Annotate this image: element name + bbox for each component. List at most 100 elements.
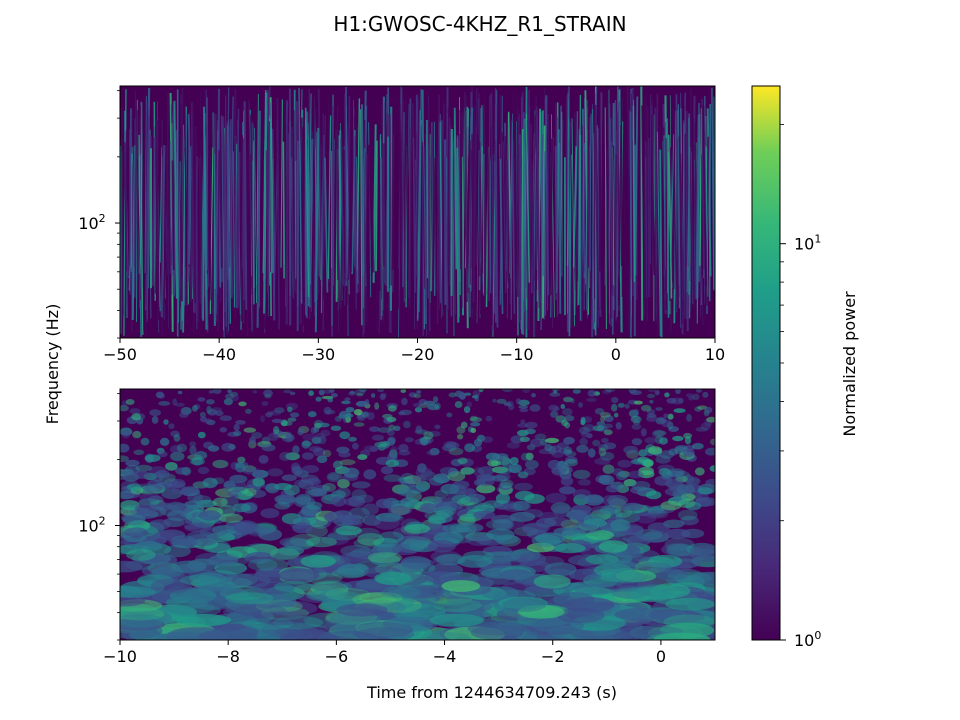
heatmap-cell — [228, 120, 233, 268]
heatmap-cell — [694, 122, 697, 336]
heatmap-cell — [165, 600, 215, 615]
heatmap-cell — [677, 104, 681, 309]
heatmap-cell — [168, 423, 175, 430]
heatmap-cell — [287, 406, 293, 413]
heatmap-cell — [408, 127, 413, 308]
heatmap-cell — [633, 408, 640, 417]
heatmap-cell — [579, 437, 588, 446]
heatmap-cell — [540, 134, 544, 331]
heatmap-cell — [654, 390, 660, 396]
heatmap-cell — [705, 115, 709, 297]
heatmap-cell — [207, 445, 220, 452]
heatmap-cell — [531, 393, 536, 398]
heatmap-cell — [335, 525, 362, 536]
heatmap-cell — [403, 420, 411, 429]
heatmap-cell — [457, 555, 493, 568]
heatmap-cell — [506, 400, 514, 407]
heatmap-cell — [509, 500, 532, 512]
heatmap-cell — [306, 589, 346, 602]
heatmap-cell — [631, 481, 651, 491]
heatmap-cell — [263, 92, 268, 314]
heatmap-cell — [550, 410, 559, 418]
heatmap-cell — [325, 587, 371, 601]
heatmap-cell — [602, 464, 615, 475]
heatmap-cell — [429, 613, 485, 627]
heatmap-cell — [202, 113, 206, 321]
heatmap-cell — [227, 389, 232, 394]
heatmap-cell — [358, 389, 367, 393]
heatmap-cell — [577, 129, 580, 270]
heatmap-cell — [383, 474, 402, 482]
heatmap-cell — [330, 425, 342, 431]
heatmap-cell — [363, 469, 377, 480]
heatmap-cell — [646, 632, 710, 640]
heatmap-cell — [452, 480, 470, 490]
heatmap-cell — [414, 407, 423, 413]
heatmap-cell — [137, 159, 141, 301]
heatmap-cell — [301, 440, 313, 447]
heatmap-cell — [645, 510, 669, 519]
heatmap-cell — [164, 544, 191, 558]
heatmap-cell — [252, 160, 255, 305]
heatmap-cell — [173, 434, 181, 442]
heatmap-cell — [374, 571, 412, 586]
heatmap-cell — [577, 479, 591, 486]
heatmap-cell — [574, 583, 615, 595]
heatmap-cell — [306, 501, 323, 510]
heatmap-cell — [516, 423, 529, 428]
heatmap-cell — [170, 604, 221, 617]
heatmap-cell — [677, 509, 698, 521]
heatmap-cell — [160, 145, 166, 317]
heatmap-cell — [417, 463, 427, 473]
heatmap-cell — [247, 558, 278, 571]
heatmap-cell — [173, 100, 178, 299]
heatmap-cell — [295, 494, 312, 505]
heatmap-cell — [225, 592, 274, 605]
heatmap-cell — [127, 138, 130, 277]
heatmap-cell — [663, 614, 715, 630]
heatmap-cell — [600, 504, 618, 516]
heatmap-cell — [376, 148, 379, 331]
heatmap-cell — [691, 96, 696, 329]
heatmap-cell — [460, 467, 475, 475]
heatmap-cell — [705, 478, 715, 487]
heatmap-cell — [463, 91, 468, 302]
heatmap-cell — [213, 153, 216, 289]
heatmap-cell — [163, 419, 169, 425]
heatmap-cell — [271, 158, 276, 321]
heatmap-cell — [389, 113, 392, 286]
heatmap-cell — [253, 127, 257, 285]
heatmap-cell — [667, 413, 674, 420]
heatmap-cell — [470, 427, 477, 433]
panel-bottom-frame — [119, 388, 716, 641]
heatmap-cell — [570, 153, 574, 324]
heatmap-cell — [140, 437, 150, 446]
heatmap-cell — [234, 480, 247, 492]
heatmap-cell — [171, 560, 207, 573]
heatmap-cell — [347, 105, 352, 280]
heatmap-cell — [223, 398, 233, 406]
heatmap-cell — [514, 482, 533, 491]
heatmap-cell — [476, 434, 486, 442]
heatmap-cell — [490, 475, 508, 482]
heatmap-cell — [427, 403, 440, 411]
heatmap-cell — [221, 442, 235, 452]
heatmap-cell — [493, 161, 499, 328]
heatmap-cell — [412, 474, 426, 484]
heatmap-cell — [632, 105, 636, 283]
heatmap-cell — [564, 451, 577, 457]
heatmap-cell — [336, 564, 369, 578]
heatmap-cell — [631, 438, 643, 446]
heatmap-cell — [243, 488, 257, 497]
heatmap-cell — [472, 122, 478, 303]
heatmap-cell — [581, 430, 588, 438]
heatmap-cell — [356, 392, 364, 397]
heatmap-cell — [529, 404, 541, 412]
heatmap-cell — [508, 404, 515, 411]
heatmap-cell — [260, 508, 280, 519]
heatmap-cell — [592, 425, 605, 432]
heatmap-cell — [498, 482, 513, 490]
heatmap-cell — [446, 412, 453, 418]
heatmap-cell — [587, 389, 596, 397]
heatmap-cell — [634, 96, 639, 276]
